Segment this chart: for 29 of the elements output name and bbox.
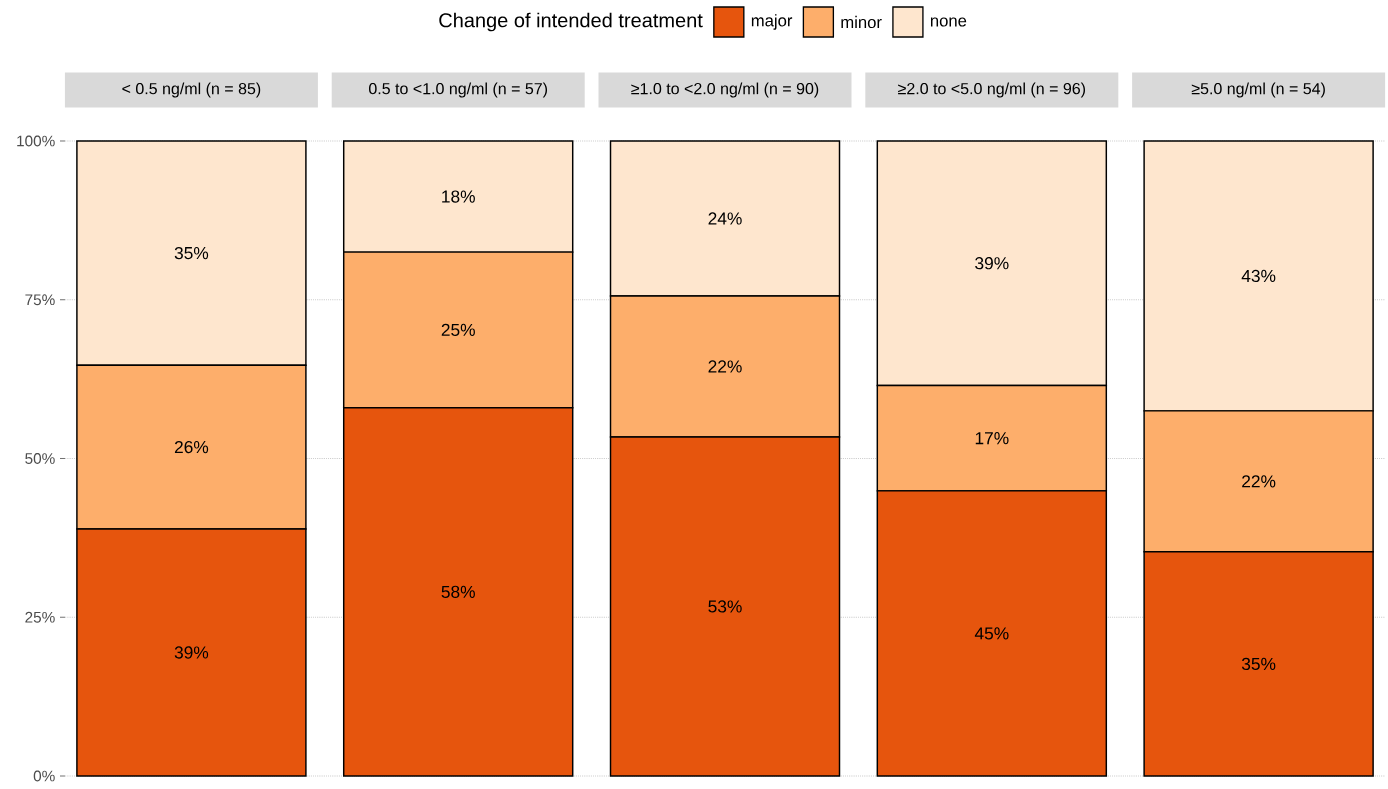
x-tick-label: 0.5 to <1.0 ng/ml (n = 57) (369, 82, 548, 98)
legend-label: none (930, 17, 967, 27)
x-tick-label: ≥1.0 to <2.0 ng/ml (n = 90) (631, 82, 819, 98)
data-label: 24% (708, 212, 742, 225)
data-label: 25% (441, 323, 475, 337)
data-label: 22% (708, 360, 742, 373)
data-label: 45% (974, 627, 1009, 640)
x-tick-label: ≥2.0 to <5.0 ng/ml (n = 96) (898, 82, 1086, 98)
data-label: 43% (1241, 269, 1276, 283)
y-tick-label: 0% (33, 770, 55, 782)
data-label: 58% (441, 585, 475, 598)
y-tick-label: 75% (25, 294, 55, 306)
data-label: 22% (1242, 475, 1276, 488)
data-label: 35% (1241, 657, 1276, 671)
y-tick-label: 25% (25, 611, 55, 623)
legend-label: major (751, 14, 793, 30)
legend-label: minor (841, 15, 882, 29)
y-tick-label: 100% (17, 135, 55, 147)
x-tick-label: ≥5.0 ng/ml (n = 54) (1191, 82, 1325, 98)
data-label: 39% (975, 257, 1009, 270)
data-label: 35% (174, 246, 209, 260)
data-label: 18% (442, 190, 475, 203)
x-tick-label: < 0.5 ng/ml (n = 85) (122, 82, 261, 98)
data-label: 26% (174, 440, 209, 454)
data-label: 39% (174, 646, 209, 659)
y-tick-label: 50% (25, 453, 55, 464)
legend-title: Change of intended treatment (439, 12, 703, 32)
data-label: 17% (975, 432, 1009, 445)
data-label: 53% (708, 600, 742, 613)
